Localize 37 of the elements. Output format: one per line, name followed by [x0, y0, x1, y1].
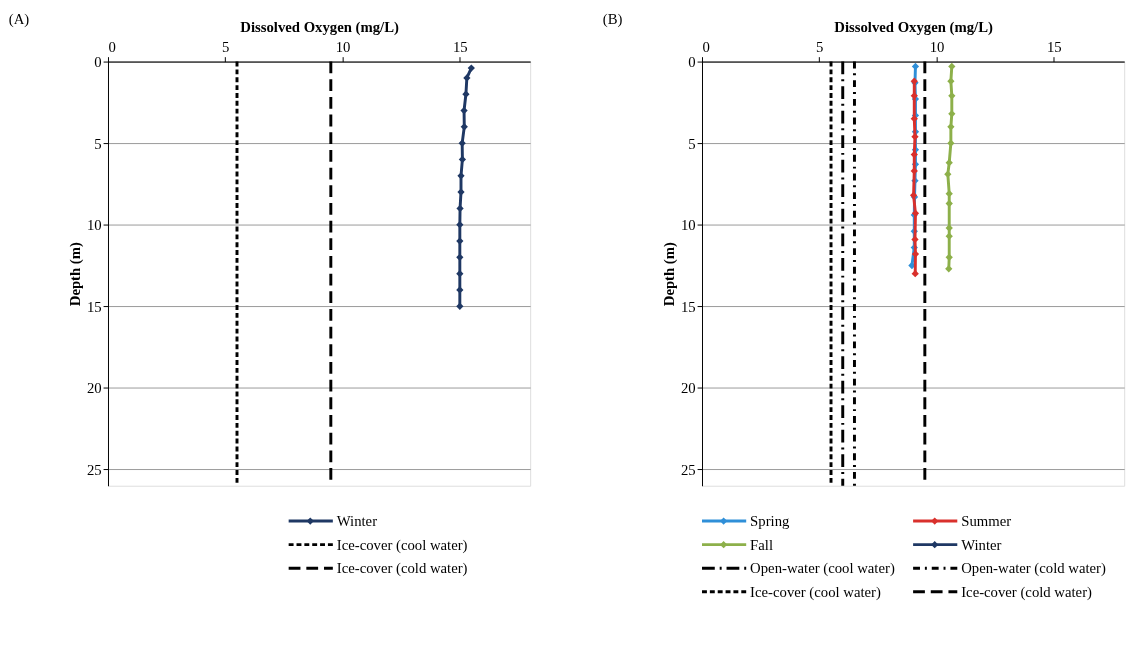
y-tick-label: 5: [94, 135, 102, 152]
x-tick-label: 10: [335, 39, 351, 56]
legend-label: Open-water (cold water): [961, 560, 1106, 578]
x-tick-label: 10: [929, 39, 945, 56]
y-tick-label: 20: [86, 380, 102, 397]
y-tick-label: 15: [86, 298, 102, 315]
legend-label: Ice-cover (cold water): [961, 583, 1093, 601]
legend-label: Summer: [961, 512, 1012, 529]
legend-label: Fall: [750, 536, 774, 553]
legend-label: Ice-cover (cold water): [336, 560, 468, 578]
y-tick-label: 0: [94, 53, 102, 70]
x-tick-label: 15: [1046, 39, 1062, 56]
legend-label: Spring: [750, 512, 791, 529]
y-tick-label: 5: [688, 135, 696, 152]
legend-label: Winter: [961, 536, 1002, 553]
y-axis-title: Depth (m): [67, 241, 85, 307]
legend-label: Open-water (cool water): [750, 560, 895, 578]
legend-label: Ice-cover (cool water): [750, 583, 881, 601]
y-tick-label: 0: [688, 53, 696, 70]
y-tick-label: 10: [680, 217, 696, 234]
y-tick-label: 25: [680, 461, 696, 478]
y-tick-label: 10: [86, 217, 102, 234]
chart-title: (A): [8, 11, 30, 29]
y-tick-label: 15: [680, 298, 696, 315]
y-tick-label: 25: [86, 461, 102, 478]
y-tick-label: 20: [680, 380, 696, 397]
x-axis-title: Dissolved Oxygen (mg/L): [240, 18, 399, 36]
x-tick-label: 5: [816, 39, 824, 56]
chart-title: (B): [602, 11, 623, 29]
legend-label: Winter: [336, 512, 378, 529]
x-tick-label: 15: [452, 39, 468, 56]
x-axis-title: Dissolved Oxygen (mg/L): [834, 18, 994, 36]
legend-label: Ice-cover (cool water): [336, 536, 468, 554]
x-tick-label: 5: [222, 39, 230, 56]
x-tick-label: 0: [702, 39, 710, 56]
y-axis-title: Depth (m): [661, 241, 679, 307]
x-tick-label: 0: [108, 39, 116, 56]
